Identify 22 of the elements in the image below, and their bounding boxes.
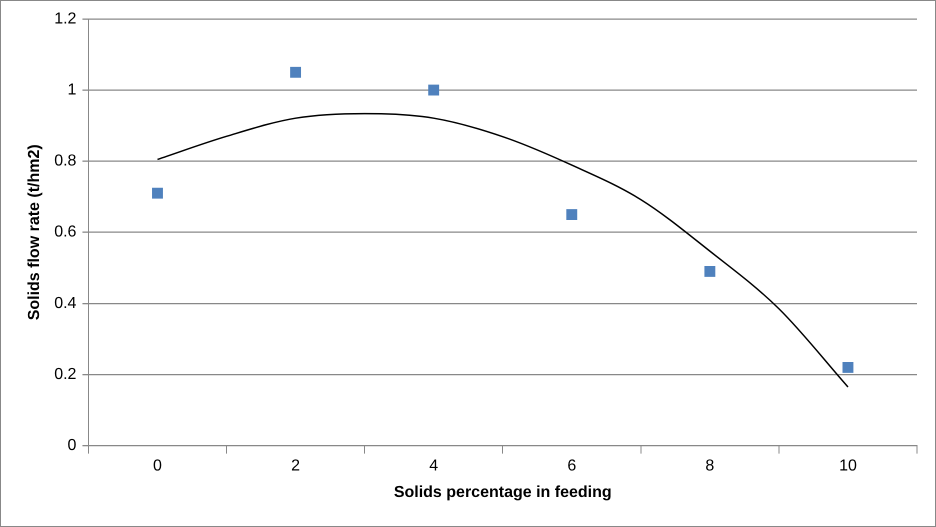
- point: [428, 84, 440, 96]
- point: [704, 266, 716, 277]
- y-tick-label: 0.8: [54, 152, 77, 170]
- point: [152, 188, 163, 199]
- y-tick-label: 1: [68, 82, 77, 99]
- x-tick-label: 2: [291, 458, 300, 475]
- y-tick-label: 0.2: [54, 366, 77, 383]
- y-axis-title: Solids flow rate (t/hm2): [26, 144, 44, 320]
- x-axis-title: Solids percentage in feeding: [394, 484, 612, 501]
- point: [290, 66, 302, 78]
- x-tick-label: 4: [429, 458, 438, 475]
- point: [842, 362, 854, 373]
- x-tick-label: 8: [705, 458, 714, 475]
- x-tick-label: 6: [567, 458, 576, 475]
- y-tick-label: 1.2: [54, 10, 77, 28]
- y-tick-label: 0: [68, 437, 77, 454]
- line-series: [156, 112, 849, 388]
- point: [566, 209, 578, 220]
- x-tick-label: 0: [153, 458, 162, 475]
- y-tick-label: 0.6: [54, 224, 77, 241]
- x-tick-label: 10: [839, 458, 857, 475]
- y-tick-label: 0.4: [54, 294, 77, 312]
